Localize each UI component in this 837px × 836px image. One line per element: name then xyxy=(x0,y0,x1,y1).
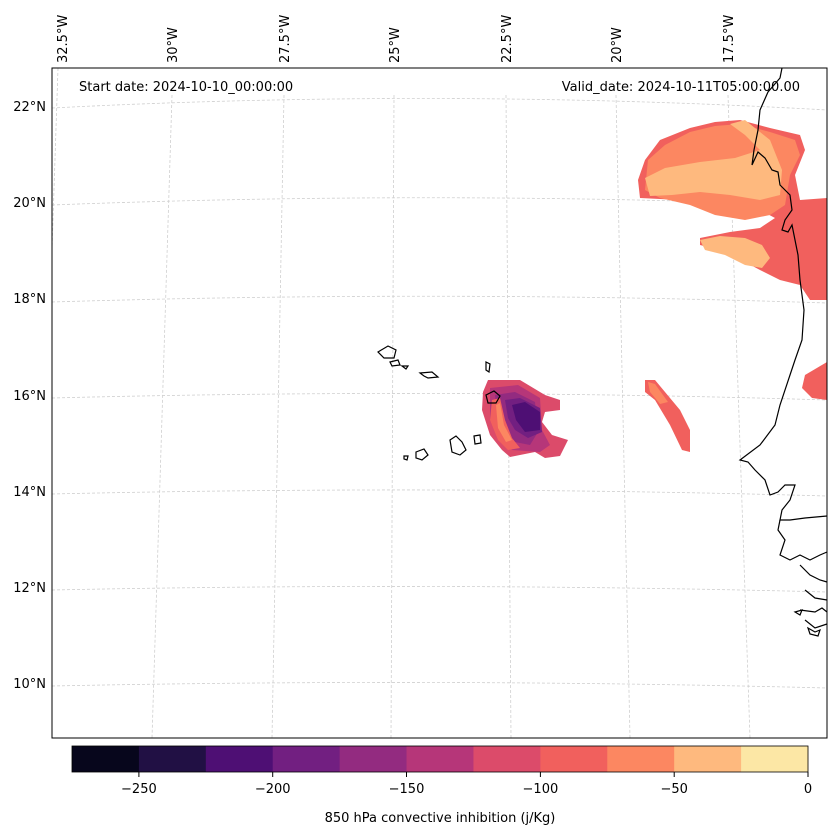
colorbar-swatch xyxy=(607,746,675,772)
colorbar-swatch xyxy=(473,746,541,772)
cin-region-cv-6 xyxy=(496,403,512,442)
cin-region-north-d xyxy=(700,236,770,268)
island-santo-antao xyxy=(377,345,397,359)
island-santiago xyxy=(449,435,467,456)
island-fogo xyxy=(415,448,429,461)
colorbar-border xyxy=(71,745,809,773)
lon-label-6: 20°W xyxy=(610,27,625,63)
lat-label-1: 22°N xyxy=(13,100,46,115)
lat-label-3: 18°N xyxy=(13,292,46,307)
longitude-labels: 32.5°W 30°W 27.5°W 25°W 22.5°W 20°W 17.5… xyxy=(56,15,737,63)
island-boa-vista xyxy=(485,390,501,404)
colorbar-swatch xyxy=(72,746,140,772)
coastlines xyxy=(738,67,828,637)
colorbar-tick-label: −100 xyxy=(523,782,559,797)
colorbar-tick-label: 0 xyxy=(804,782,812,797)
lat-label-7: 10°N xyxy=(13,677,46,692)
island-sao-vicente xyxy=(389,359,401,367)
lon-label-1: 32.5°W xyxy=(56,15,71,63)
cin-field xyxy=(482,120,827,458)
colorbar-ticks: −250 −200 −150 −100 −50 0 xyxy=(121,772,812,797)
island-brava xyxy=(403,455,409,461)
colorbar-swatch xyxy=(741,746,809,772)
island-santa-luzia xyxy=(400,365,410,370)
colorbar-swatch xyxy=(339,746,408,772)
colorbar-tick-label: −150 xyxy=(389,782,425,797)
lon-label-4: 25°W xyxy=(388,27,403,63)
lon-label-3: 27.5°W xyxy=(278,15,293,63)
colorbar-swatch xyxy=(272,746,341,772)
island-sal xyxy=(485,361,491,374)
colorbar: −250 −200 −150 −100 −50 0 850 hPa convec… xyxy=(71,745,812,826)
africa-coastline xyxy=(738,67,828,521)
colorbar-swatch xyxy=(205,746,274,772)
colorbar-swatch xyxy=(138,746,207,772)
colorbar-title: 850 hPa convective inhibition (j/Kg) xyxy=(325,811,556,826)
colorbar-tick-label: −200 xyxy=(255,782,291,797)
bijagos-islands xyxy=(793,609,821,637)
cape-verde-islands xyxy=(377,345,501,461)
gambia-senegal-coast xyxy=(777,519,828,561)
colorbar-swatches xyxy=(72,746,809,772)
island-maio xyxy=(473,434,482,445)
colorbar-tick-label: −50 xyxy=(660,782,687,797)
colorbar-swatch xyxy=(674,746,742,772)
lat-label-4: 16°N xyxy=(13,389,46,404)
valid-date-label: Valid_date: 2024-10-11T05:00:00.00 xyxy=(562,80,800,95)
lat-label-5: 14°N xyxy=(13,485,46,500)
guinea-bissau-coast xyxy=(799,564,828,629)
latitude-labels: 22°N 20°N 18°N 16°N 14°N 12°N 10°N xyxy=(13,100,46,692)
colorbar-tick-label: −250 xyxy=(121,782,157,797)
cin-region-north-c xyxy=(645,120,782,200)
lat-label-2: 20°N xyxy=(13,196,46,211)
cin-region-east xyxy=(802,362,827,400)
colorbar-swatch xyxy=(540,746,608,772)
colorbar-swatch xyxy=(406,746,474,772)
lon-label-7: 17.5°W xyxy=(722,15,737,63)
map-border xyxy=(51,67,828,739)
island-sao-nicolau xyxy=(418,371,440,379)
lon-label-2: 30°W xyxy=(166,27,181,63)
lon-label-5: 22.5°W xyxy=(500,15,515,63)
start-date-label: Start date: 2024-10-10_00:00:00 xyxy=(79,80,293,95)
cin-region-cv-4 xyxy=(512,402,540,432)
lat-label-6: 12°N xyxy=(13,581,46,596)
cin-region-band-b xyxy=(648,382,668,404)
